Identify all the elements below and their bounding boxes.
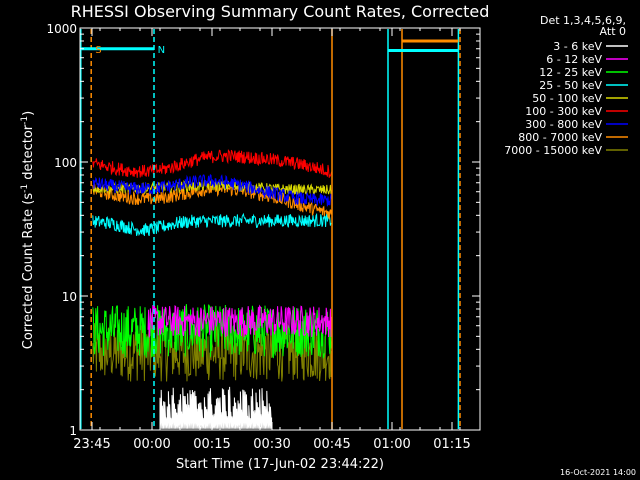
y-axis-label-main: Corrected Count Rate (s xyxy=(21,193,36,350)
legend-label-4: 50 - 100 keV xyxy=(532,92,602,105)
x-tick-label: 00:45 xyxy=(313,437,350,452)
flag-annotation-1: N xyxy=(158,45,165,56)
y-tick-label: 1000 xyxy=(46,22,77,36)
series-line-6 xyxy=(92,173,333,207)
legend-label-2: 12 - 25 keV xyxy=(539,66,602,79)
x-tick-label: 01:00 xyxy=(373,437,410,452)
legend-label-5: 100 - 300 keV xyxy=(525,105,602,118)
legend-label-3: 25 - 50 keV xyxy=(539,79,602,92)
x-tick-label: 23:45 xyxy=(73,437,110,452)
axes-group: 1 10 100 1000 23:45 00:00 00:15 00:30 00:45 01:00… xyxy=(46,22,481,452)
legend-label-6: 300 - 800 keV xyxy=(525,118,602,131)
series-line-0 xyxy=(159,386,273,429)
series-line-1 xyxy=(147,304,333,339)
y-tick-label: 1 xyxy=(69,424,77,438)
legend-label-8: 7000 - 15000 keV xyxy=(504,144,602,157)
x-tick-label: 00:00 xyxy=(133,437,170,452)
x-axis-label: Start Time (17-Jun-02 23:44:22) xyxy=(176,457,384,472)
y-tick-label: 100 xyxy=(54,156,77,170)
flag-annotation-0: S xyxy=(95,45,101,56)
y-axis-label-sup1: -1 xyxy=(20,184,30,193)
series-line-5 xyxy=(92,148,333,178)
y-axis-label-end: ) xyxy=(21,111,36,116)
legend-label-7: 800 - 7000 keV xyxy=(518,131,602,144)
x-tick-label: 00:15 xyxy=(193,437,230,452)
y-axis-label-sup2: -1 xyxy=(20,116,30,125)
footer-timestamp: 16-Oct-2021 14:00 xyxy=(560,468,636,477)
x-tick-label: 00:30 xyxy=(253,437,290,452)
legend-label-1: 6 - 12 keV xyxy=(546,53,602,66)
series-line-3 xyxy=(92,212,332,237)
x-tick-label: 01:15 xyxy=(433,437,470,452)
y-axis-label: Corrected Count Rate (s-1 detector-1) xyxy=(20,111,36,349)
legend-header-0: Det 1,3,4,5,6,9, xyxy=(540,14,626,27)
chart-title: RHESSI Observing Summary Count Rates, Co… xyxy=(71,2,490,21)
legend-header-1: Att 0 xyxy=(600,25,626,38)
plot-series-group xyxy=(92,148,333,429)
y-axis-label-mid: detector xyxy=(21,124,36,184)
legend-label-0: 3 - 6 keV xyxy=(553,40,602,53)
y-tick-label: 10 xyxy=(62,290,77,304)
